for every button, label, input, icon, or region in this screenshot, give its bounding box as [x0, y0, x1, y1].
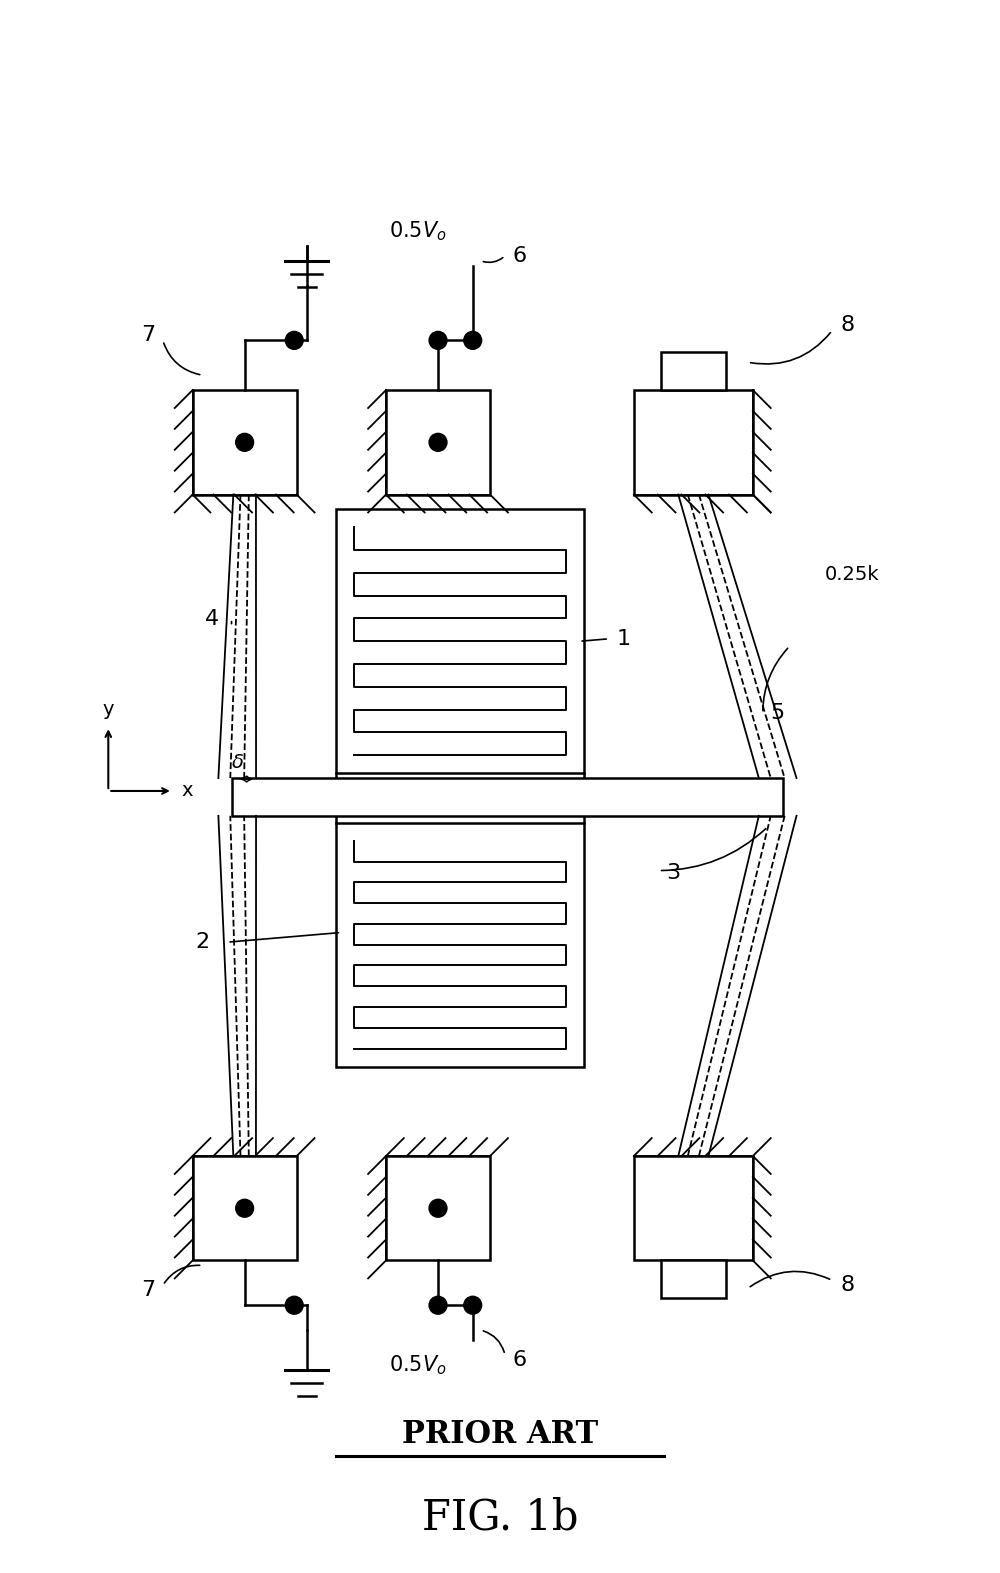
Circle shape	[429, 434, 447, 451]
Text: 3: 3	[666, 862, 681, 882]
Text: 8: 8	[840, 316, 854, 335]
Text: 2: 2	[195, 933, 210, 952]
Circle shape	[464, 1296, 482, 1313]
Circle shape	[236, 434, 254, 451]
Text: x: x	[182, 782, 193, 801]
Bar	[336, 823, 584, 1066]
Bar	[193, 1156, 297, 1260]
Text: $0.5V_o$: $0.5V_o$	[389, 219, 447, 242]
Text: 0.25k: 0.25k	[825, 565, 879, 584]
Bar	[661, 352, 726, 390]
Bar	[336, 510, 584, 772]
Circle shape	[285, 1296, 303, 1313]
Circle shape	[236, 1199, 254, 1218]
Circle shape	[285, 332, 303, 349]
Bar	[193, 390, 297, 494]
Text: 7: 7	[141, 1280, 155, 1301]
Text: 6: 6	[513, 1350, 527, 1370]
Bar	[386, 1156, 490, 1260]
Text: 8: 8	[840, 1276, 854, 1295]
Bar	[634, 390, 753, 494]
Text: 6: 6	[513, 245, 527, 266]
Text: y: y	[103, 700, 114, 719]
Circle shape	[429, 1296, 447, 1313]
Text: PRIOR ART: PRIOR ART	[402, 1419, 598, 1450]
Bar	[661, 1260, 726, 1298]
Bar	[232, 779, 783, 816]
Text: FIG. 1b: FIG. 1b	[422, 1496, 578, 1538]
Text: 1: 1	[617, 629, 631, 648]
Text: $\delta$: $\delta$	[231, 752, 244, 772]
Text: 4: 4	[205, 609, 219, 629]
Text: 5: 5	[771, 703, 785, 724]
Circle shape	[429, 1199, 447, 1218]
Bar	[634, 1156, 753, 1260]
Circle shape	[464, 332, 482, 349]
Text: 7: 7	[141, 326, 155, 346]
Text: $0.5V_o$: $0.5V_o$	[389, 1353, 447, 1376]
Circle shape	[429, 332, 447, 349]
Bar	[386, 390, 490, 494]
